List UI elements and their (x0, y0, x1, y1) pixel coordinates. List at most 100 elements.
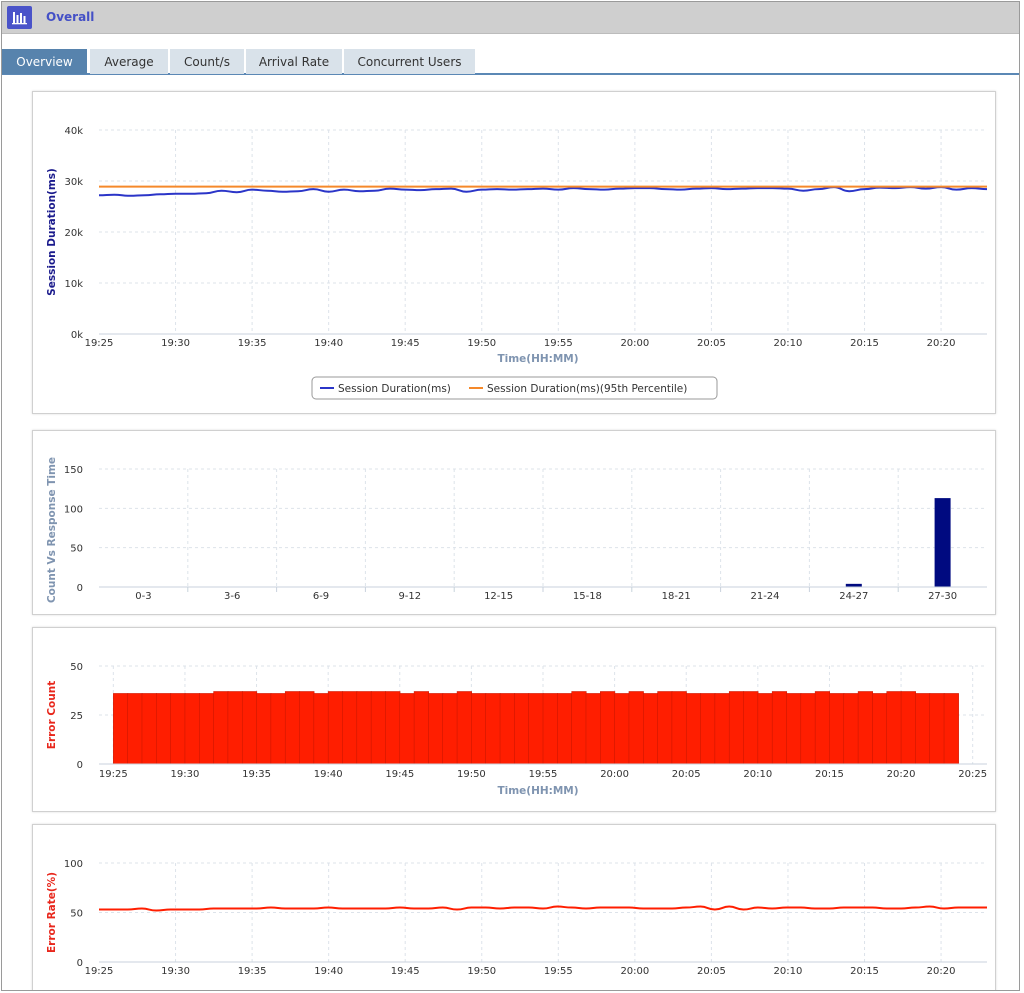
tab-concurrent-users[interactable]: Concurrent Users (344, 49, 475, 74)
bar (199, 693, 215, 765)
x-tick-label: 19:35 (238, 966, 267, 977)
bar (499, 693, 515, 765)
x-tick-label: 20:20 (927, 966, 956, 977)
x-tick-label: 19:25 (85, 338, 114, 349)
bar (800, 693, 816, 765)
x-tick-label: 19:50 (457, 769, 486, 780)
y-tick-label: 0k (71, 330, 83, 341)
bar (829, 693, 845, 765)
error-count-chart: 0 25 50 19:25 19:30 19:35 19:40 19:45 19:50 19:55… (46, 662, 987, 797)
x-tick-label: 19:40 (314, 338, 343, 349)
bar (342, 691, 358, 765)
y-tick-label: 30k (64, 177, 83, 188)
bar (156, 693, 172, 765)
y-tick-label: 0 (77, 583, 83, 594)
y-tick-label: 0 (77, 760, 83, 771)
x-tick-label: 19:35 (242, 769, 271, 780)
y-tick-label: 20k (64, 228, 83, 239)
bar (614, 693, 630, 765)
x-tick-label: 12-15 (484, 591, 513, 602)
x-tick-label: 20:00 (620, 966, 649, 977)
x-tick-label: 19:40 (314, 966, 343, 977)
x-tick-label: 19:55 (544, 966, 573, 977)
legend-label: Session Duration(ms)(95th Percentile) (487, 383, 687, 395)
bar (600, 691, 616, 765)
error-rate-chart: 0 50 100 19:25 19:30 19:35 19:40 19:45 19:50 19:5… (46, 859, 987, 977)
bar (685, 693, 702, 765)
bar (643, 693, 659, 765)
bar (485, 693, 501, 765)
bar (327, 691, 344, 765)
x-tick-label: 19:25 (85, 966, 114, 977)
y-tick-label: 0 (77, 958, 83, 969)
series-line-error-rate (99, 905, 987, 912)
x-tick-label: 19:50 (467, 338, 496, 349)
bar (471, 693, 487, 765)
y-axis-title: Count Vs Response Time (46, 457, 58, 603)
x-tick-label: 20:00 (620, 338, 649, 349)
x-tick-label: 20:00 (600, 769, 629, 780)
bar (757, 693, 773, 765)
bar (585, 693, 601, 765)
x-tick-label: 6-9 (313, 591, 329, 602)
x-tick-label: 19:45 (385, 769, 414, 780)
bar (657, 691, 673, 765)
y-tick-label: 10k (64, 279, 83, 290)
bar (857, 691, 873, 765)
bar (399, 693, 415, 765)
legend-box (311, 376, 718, 400)
bar (313, 693, 329, 765)
session-duration-panel: 0k 10k 20k 30k 40k 19:25 19:30 19:35 19:40 19:45 1… (32, 91, 996, 414)
bar (714, 693, 730, 765)
bar (872, 693, 888, 765)
tab-overview[interactable]: Overview (2, 49, 87, 74)
x-tick-label: 20:10 (774, 338, 803, 349)
x-axis-title: Time(HH:MM) (497, 785, 578, 797)
bar (771, 691, 788, 765)
tab-count-per-second[interactable]: Count/s (170, 49, 244, 74)
y-tick-label: 40k (64, 126, 83, 137)
tab-average[interactable]: Average (90, 49, 168, 74)
bar (628, 691, 644, 765)
bar (456, 691, 472, 765)
section-header: Overall (2, 2, 1019, 34)
x-tick-label: 20:20 (927, 338, 956, 349)
bar (943, 693, 959, 765)
x-tick-label: 27-30 (928, 591, 957, 602)
bar (514, 693, 530, 765)
x-tick-label: 19:55 (544, 338, 573, 349)
x-tick-label: 24-27 (839, 591, 868, 602)
y-tick-label: 25 (70, 711, 83, 722)
bar (934, 498, 951, 587)
bar (184, 693, 200, 765)
tab-arrival-rate[interactable]: Arrival Rate (246, 49, 342, 74)
bar (814, 691, 831, 765)
legend-label: Session Duration(ms) (338, 383, 451, 395)
x-tick-label: 21-24 (750, 591, 779, 602)
x-tick-label: 15-18 (573, 591, 602, 602)
section-title: Overall (46, 10, 95, 24)
x-tick-label: 20:20 (887, 769, 916, 780)
bar (241, 691, 258, 765)
bar (270, 693, 286, 765)
bar (900, 691, 916, 765)
x-tick-label: 19:45 (391, 338, 420, 349)
x-tick-label: 20:15 (850, 966, 879, 977)
bar (227, 691, 243, 765)
count-vs-response-panel: 0 50 100 150 0-3 3-6 6-9 9-12 12-15 15-18 18-21 21-… (32, 430, 996, 615)
bar-chart-icon (7, 6, 32, 29)
x-tick-label: 19:35 (238, 338, 267, 349)
bar (127, 693, 143, 765)
bar (413, 691, 429, 765)
bar (845, 583, 862, 587)
y-tick-label: 50 (70, 909, 83, 920)
x-tick-label: 20:10 (743, 769, 772, 780)
bar (915, 693, 931, 765)
bar (542, 693, 558, 765)
x-tick-label: 9-12 (398, 591, 421, 602)
bar (786, 693, 802, 765)
x-tick-label: 19:45 (391, 966, 420, 977)
bar (141, 693, 157, 765)
x-tick-label: 3-6 (224, 591, 240, 602)
